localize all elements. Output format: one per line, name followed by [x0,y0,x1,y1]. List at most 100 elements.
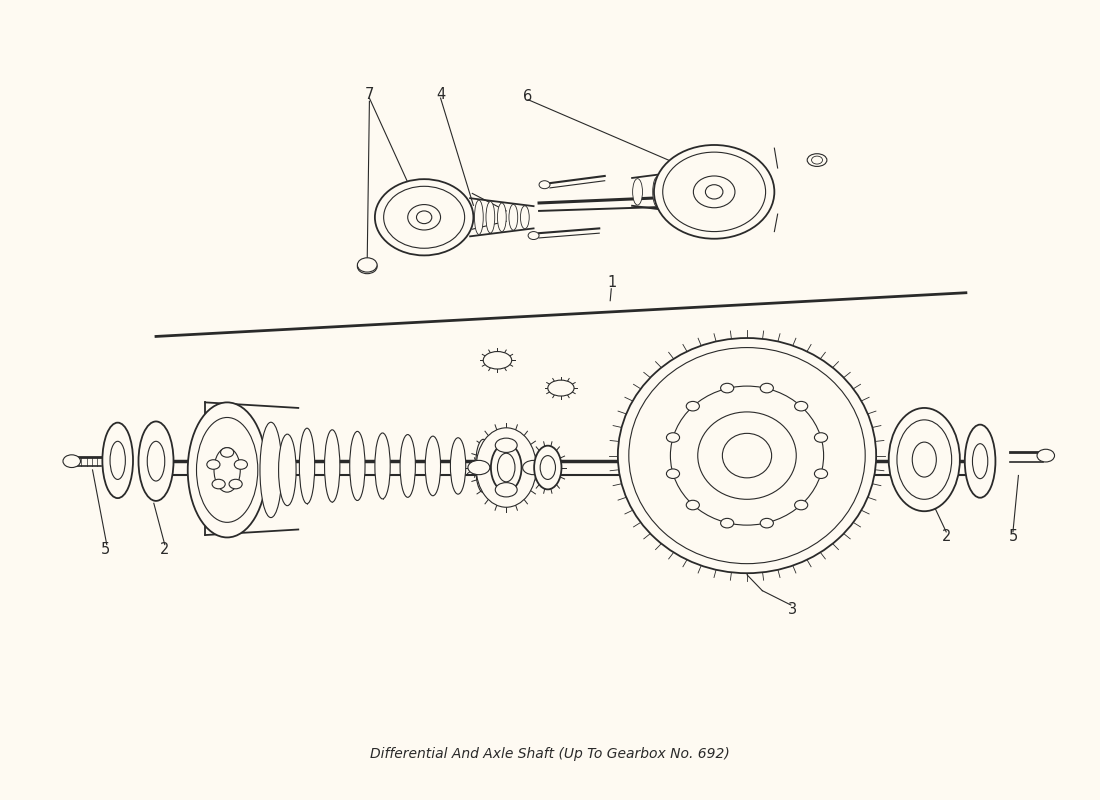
Ellipse shape [520,206,529,229]
Circle shape [207,460,220,470]
Ellipse shape [629,347,866,564]
Circle shape [448,226,459,234]
Ellipse shape [495,482,517,497]
Ellipse shape [476,428,537,507]
Ellipse shape [384,186,464,248]
Ellipse shape [522,460,544,474]
Ellipse shape [110,442,125,479]
Ellipse shape [102,422,133,498]
Circle shape [389,226,400,234]
Ellipse shape [482,434,531,502]
Ellipse shape [889,408,960,511]
Circle shape [448,200,459,208]
Ellipse shape [497,203,506,231]
Circle shape [719,155,733,164]
Ellipse shape [632,178,642,205]
Text: 6: 6 [524,89,532,104]
Ellipse shape [147,442,165,481]
Ellipse shape [752,408,862,503]
Text: 2: 2 [161,542,169,557]
Ellipse shape [535,446,561,490]
Circle shape [794,402,807,411]
Circle shape [63,455,80,467]
Circle shape [814,433,827,442]
Ellipse shape [299,428,315,504]
Circle shape [212,479,226,489]
Circle shape [221,448,233,457]
Circle shape [358,259,377,274]
Ellipse shape [324,430,340,502]
Ellipse shape [350,431,365,501]
Ellipse shape [812,156,823,164]
Circle shape [696,219,710,229]
Ellipse shape [483,351,512,369]
Ellipse shape [723,434,771,478]
Circle shape [124,458,131,462]
Ellipse shape [188,402,266,538]
Circle shape [122,447,129,452]
Ellipse shape [486,202,495,233]
Circle shape [738,210,751,220]
Circle shape [229,479,242,489]
Ellipse shape [426,436,441,496]
Circle shape [667,433,680,442]
Ellipse shape [540,456,556,479]
Circle shape [358,258,377,272]
Ellipse shape [491,444,521,491]
Ellipse shape [693,172,703,211]
Ellipse shape [807,154,827,166]
Ellipse shape [965,425,996,498]
Circle shape [667,469,680,478]
Circle shape [760,518,773,528]
Ellipse shape [375,179,473,255]
Ellipse shape [972,444,988,478]
Ellipse shape [912,442,936,477]
Ellipse shape [450,438,465,494]
Text: 5: 5 [1009,529,1018,544]
Ellipse shape [670,386,824,525]
Ellipse shape [652,177,662,207]
Circle shape [114,473,121,478]
Circle shape [676,163,690,173]
Ellipse shape [509,205,518,230]
Ellipse shape [705,185,723,199]
Text: Differential And Axle Shaft (Up To Gearbox No. 692): Differential And Axle Shaft (Up To Gearb… [370,746,730,761]
Ellipse shape [278,434,296,506]
Circle shape [918,440,930,448]
Ellipse shape [260,422,282,518]
Circle shape [720,383,734,393]
Ellipse shape [618,338,876,573]
Circle shape [932,463,943,471]
Ellipse shape [468,460,490,474]
Ellipse shape [662,152,766,231]
Ellipse shape [417,211,432,224]
Ellipse shape [400,434,416,498]
Ellipse shape [896,420,951,499]
Circle shape [760,383,773,393]
Ellipse shape [197,418,257,522]
Circle shape [686,500,700,510]
Circle shape [814,469,827,478]
Ellipse shape [214,448,240,492]
Ellipse shape [375,433,390,499]
Text: 5: 5 [101,542,110,557]
Circle shape [905,448,916,456]
Circle shape [419,239,430,247]
Ellipse shape [139,422,174,501]
Circle shape [419,187,430,195]
Ellipse shape [673,174,683,210]
Circle shape [234,460,248,470]
Ellipse shape [693,176,735,208]
Ellipse shape [474,200,483,234]
Circle shape [932,448,943,456]
Circle shape [750,178,763,188]
Text: 3: 3 [789,602,797,618]
Circle shape [104,458,111,462]
Ellipse shape [475,439,491,493]
Ellipse shape [495,438,517,453]
Circle shape [686,402,700,411]
Circle shape [528,231,539,239]
Circle shape [389,200,400,208]
Circle shape [918,471,930,479]
Circle shape [107,469,113,474]
